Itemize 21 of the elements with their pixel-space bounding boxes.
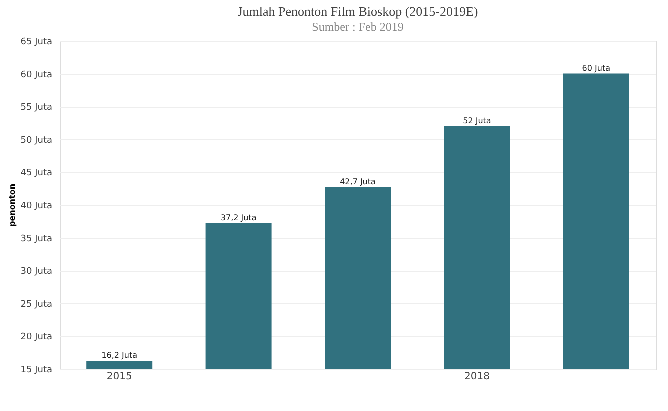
- data-label: 60 Juta: [582, 64, 611, 73]
- y-tick-label: 30 Juta: [20, 267, 52, 278]
- x-tick-label: 2018: [464, 372, 490, 382]
- y-tick-label: 55 Juta: [20, 103, 52, 114]
- y-tick-label: 60 Juta: [20, 70, 52, 80]
- y-tick-label: 25 Juta: [20, 300, 52, 310]
- y-tick-label: 65 Juta: [20, 38, 52, 48]
- x-tick-label: 2015: [106, 372, 132, 382]
- y-tick-label: 15 Juta: [20, 366, 52, 376]
- y-tick-label: 45 Juta: [20, 168, 52, 179]
- data-label: 16,2 Juta: [102, 351, 138, 360]
- y-tick-label: 50 Juta: [20, 136, 52, 146]
- data-label: 37,2 Juta: [220, 213, 257, 222]
- chart-subtitle: Sumber : Feb 2019: [312, 20, 404, 34]
- y-tick-label: 35 Juta: [20, 234, 52, 244]
- data-label: 52 Juta: [463, 116, 492, 126]
- y-axis-title: penonton: [8, 184, 17, 228]
- data-label: 42,7 Juta: [340, 177, 376, 186]
- y-tick-label: 40 Juta: [20, 202, 52, 212]
- y-tick-label: 20 Juta: [20, 332, 52, 343]
- chart-title: Jumlah Penonton Film Bioskop (2015-2019E): [238, 4, 478, 19]
